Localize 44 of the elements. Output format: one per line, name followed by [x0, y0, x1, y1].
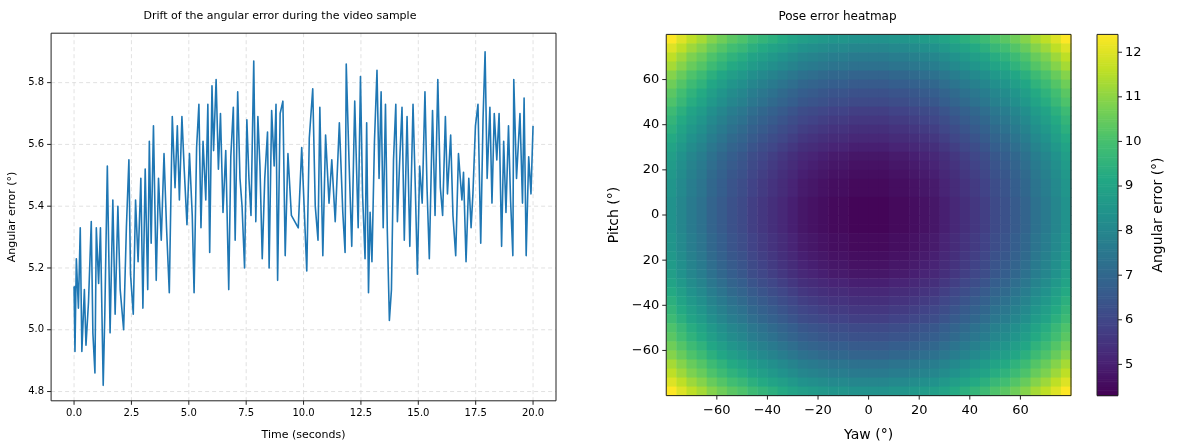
color-bar-title: Angular error (°): [1148, 157, 1165, 273]
y-tick-label: 5.4: [28, 199, 45, 211]
color-bar-label: 8: [1125, 221, 1134, 237]
y-tick-label: −60: [631, 341, 660, 357]
color-bar-label: 12: [1125, 43, 1142, 59]
y-tick-label: 20: [642, 161, 660, 177]
chart-title: Pose error heatmap: [778, 9, 897, 24]
y-tick-label: 0: [650, 206, 660, 222]
x-tick-label: 15.0: [407, 407, 430, 419]
x-tick-label: 20: [910, 401, 928, 417]
y-tick-label: 20: [642, 251, 660, 267]
y-tick-label: 5.0: [28, 323, 45, 335]
x-tick-label: 7.5: [238, 407, 255, 419]
y-tick-label: 40: [642, 116, 660, 132]
y-tick-label: 5.8: [28, 76, 45, 88]
color-bar-label: 10: [1125, 132, 1142, 148]
x-axis-title: Time (seconds): [260, 428, 346, 442]
x-tick-label: 60: [1012, 401, 1029, 417]
x-tick-label: 17.5: [464, 407, 487, 419]
color-bar-label: 6: [1125, 311, 1134, 327]
x-tick-label: 2.5: [123, 407, 140, 419]
y-tick-label: 5.2: [28, 261, 45, 273]
x-tick-label: 12.5: [349, 407, 373, 419]
chart-title: Drift of the angular error during the video sample: [143, 9, 417, 23]
color-bar-label: 5: [1125, 355, 1134, 371]
color-bar-label: 7: [1125, 266, 1134, 282]
color-bar-label: 11: [1125, 88, 1142, 104]
x-tick-label: −60: [703, 401, 731, 417]
x-tick-label: 10.0: [292, 407, 315, 419]
x-tick-label: −40: [753, 401, 782, 417]
y-axis-title: Angular error (°): [5, 171, 19, 263]
y-tick-label: 60: [642, 70, 660, 86]
color-bar-label: 9: [1125, 177, 1134, 193]
y-tick-label: −40: [631, 296, 660, 312]
y-axis-title: Pitch (°): [605, 186, 622, 244]
x-axis-title: Yaw (°): [843, 426, 894, 443]
x-tick-label: 20.0: [521, 407, 545, 419]
y-tick-label: 5.6: [28, 138, 45, 149]
x-tick-label: 0: [864, 401, 873, 417]
x-tick-label: 40: [961, 401, 979, 417]
y-tick-label: 4.8: [28, 385, 45, 397]
x-tick-label: −20: [804, 401, 832, 417]
x-tick-label: 0.0: [66, 407, 83, 419]
x-tick-label: 5.0: [180, 407, 197, 419]
